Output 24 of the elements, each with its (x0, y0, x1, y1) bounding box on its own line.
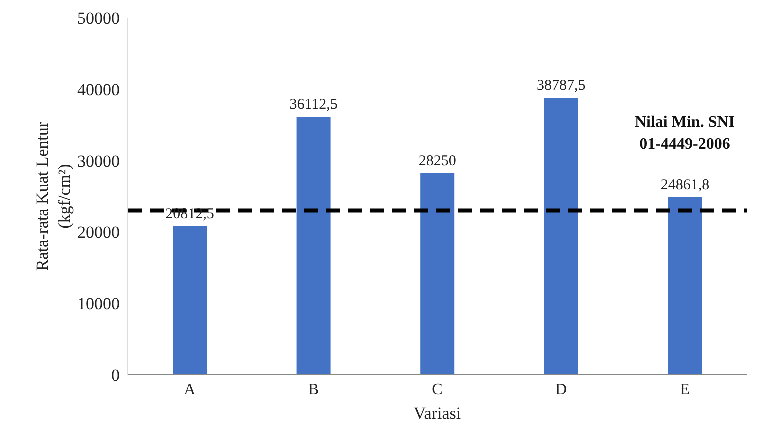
x-tick-label: B (308, 381, 320, 398)
y-tick-label: 0 (112, 366, 120, 386)
data-label: 38787,5 (537, 78, 586, 94)
y-tick-label: 20000 (78, 223, 120, 242)
data-label: 20812,5 (166, 206, 214, 222)
y-axis-title: Rata-rata Kuat Lentur (kgf/cm²) (33, 122, 74, 272)
bar (173, 226, 207, 375)
y-tick-label: 50000 (78, 9, 120, 28)
x-tick-label: E (680, 381, 690, 398)
bar (296, 117, 331, 375)
bar (420, 173, 455, 375)
bar (668, 197, 702, 375)
y-tick-label: 10000 (78, 294, 120, 314)
x-tick-label: A (184, 381, 196, 398)
data-label: 24861,8 (660, 177, 710, 194)
x-tick-label: D (556, 381, 568, 398)
bar (544, 98, 578, 375)
ref-line-label: Nilai Min. SNI 01-4449-2006 (634, 114, 736, 153)
x-tick-label: C (432, 381, 443, 398)
y-tick-label: 40000 (78, 80, 120, 100)
y-tick-label: 30000 (78, 152, 120, 171)
data-label: 28250 (418, 153, 456, 170)
data-label: 36112,5 (290, 97, 338, 114)
x-axis-title: Variasi (414, 404, 462, 423)
